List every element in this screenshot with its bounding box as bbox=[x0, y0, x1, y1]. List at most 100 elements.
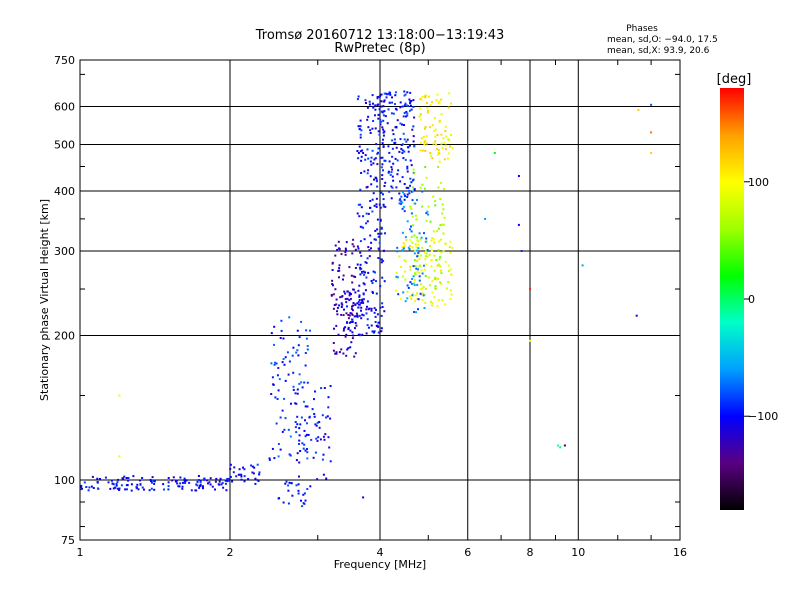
data-point bbox=[369, 175, 372, 178]
data-point bbox=[327, 436, 330, 439]
data-point bbox=[340, 302, 343, 305]
data-point bbox=[124, 488, 127, 491]
data-point bbox=[380, 191, 383, 194]
data-point bbox=[268, 458, 271, 461]
data-point bbox=[338, 264, 341, 267]
data-point bbox=[375, 197, 378, 200]
data-point bbox=[344, 247, 347, 250]
data-point bbox=[364, 158, 367, 161]
data-point bbox=[410, 282, 413, 285]
data-point bbox=[442, 223, 445, 226]
data-point bbox=[372, 105, 375, 108]
data-point bbox=[345, 249, 347, 251]
data-point bbox=[410, 297, 413, 300]
data-point bbox=[306, 348, 309, 351]
data-point bbox=[360, 155, 363, 158]
data-point bbox=[394, 103, 396, 105]
data-point bbox=[440, 251, 443, 254]
data-point bbox=[436, 230, 439, 233]
data-point bbox=[448, 246, 451, 248]
data-point bbox=[450, 102, 453, 105]
data-point bbox=[326, 415, 329, 418]
data-point bbox=[374, 229, 377, 232]
data-point bbox=[401, 249, 404, 252]
data-point bbox=[359, 133, 362, 136]
data-point bbox=[287, 489, 290, 492]
data-point bbox=[304, 419, 306, 422]
data-point bbox=[350, 293, 352, 296]
data-point bbox=[418, 232, 421, 235]
data-point bbox=[413, 311, 415, 313]
data-point bbox=[403, 259, 406, 262]
data-point bbox=[90, 485, 93, 488]
data-point bbox=[405, 140, 408, 143]
data-point bbox=[444, 242, 447, 245]
data-point bbox=[409, 91, 412, 94]
data-point bbox=[438, 102, 441, 105]
data-point bbox=[425, 237, 428, 240]
x-tick-label: 2 bbox=[227, 546, 234, 559]
data-point bbox=[360, 129, 363, 132]
data-point bbox=[434, 287, 437, 290]
data-point bbox=[359, 225, 362, 228]
data-point bbox=[314, 390, 316, 393]
data-point bbox=[371, 290, 374, 293]
data-point bbox=[410, 164, 413, 167]
data-point bbox=[380, 100, 383, 103]
data-point bbox=[380, 120, 383, 123]
data-point bbox=[430, 265, 433, 268]
data-point bbox=[428, 276, 431, 279]
data-point bbox=[343, 290, 346, 293]
data-point bbox=[322, 473, 325, 476]
data-point bbox=[332, 307, 335, 310]
data-point bbox=[382, 114, 385, 117]
data-point bbox=[351, 243, 354, 246]
data-point bbox=[374, 127, 377, 130]
data-point bbox=[425, 263, 428, 266]
data-point bbox=[427, 109, 429, 112]
data-point bbox=[437, 249, 440, 252]
data-point bbox=[637, 109, 640, 111]
data-point bbox=[203, 477, 206, 480]
data-point bbox=[403, 124, 405, 126]
data-point bbox=[358, 145, 361, 148]
data-point bbox=[423, 143, 426, 146]
data-point bbox=[388, 160, 391, 163]
data-point bbox=[115, 483, 118, 485]
data-point bbox=[403, 246, 406, 248]
data-point bbox=[422, 294, 425, 297]
data-point bbox=[351, 281, 354, 284]
data-point bbox=[118, 394, 121, 397]
data-point bbox=[425, 135, 428, 138]
data-point bbox=[414, 300, 416, 303]
data-point bbox=[403, 270, 406, 273]
data-point bbox=[387, 93, 390, 96]
data-point bbox=[433, 269, 436, 272]
data-point bbox=[275, 422, 278, 425]
data-point bbox=[345, 301, 348, 304]
data-point bbox=[394, 157, 397, 160]
data-point bbox=[394, 91, 397, 94]
data-point bbox=[443, 188, 445, 190]
data-point bbox=[439, 281, 442, 284]
data-point bbox=[441, 203, 444, 206]
data-point bbox=[335, 324, 338, 327]
data-point bbox=[233, 466, 236, 469]
data-point bbox=[378, 133, 381, 136]
data-point bbox=[409, 102, 412, 105]
data-point bbox=[183, 477, 186, 480]
data-point bbox=[384, 181, 387, 184]
data-point bbox=[195, 489, 198, 492]
data-point bbox=[447, 138, 450, 141]
data-point bbox=[358, 299, 361, 302]
data-point bbox=[376, 185, 379, 188]
data-point bbox=[273, 325, 276, 328]
data-point bbox=[284, 482, 287, 485]
data-point bbox=[366, 318, 369, 321]
data-point bbox=[237, 473, 240, 476]
data-point bbox=[431, 101, 434, 104]
chart-subtitle: RwPretec (8p) bbox=[334, 41, 425, 56]
data-point bbox=[150, 487, 153, 490]
data-point bbox=[426, 249, 429, 251]
data-point bbox=[112, 487, 115, 490]
